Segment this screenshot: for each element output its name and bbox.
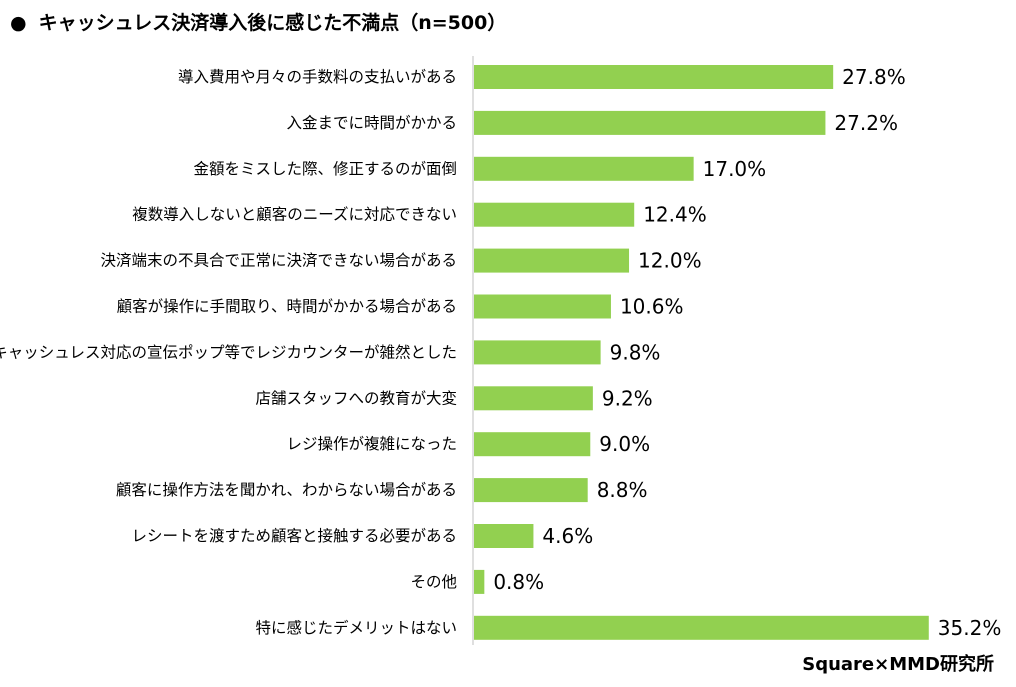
data-label: 10.6%: [620, 295, 684, 319]
bar: [474, 386, 593, 411]
title-bullet: ●: [10, 12, 27, 34]
bar: [474, 478, 588, 503]
data-label: 12.4%: [643, 203, 707, 227]
category-label: 顧客に操作方法を聞かれ、わからない場合がある: [116, 481, 457, 499]
data-label: 8.8%: [597, 478, 648, 502]
bar: [474, 432, 591, 457]
bar: [474, 615, 929, 640]
chart-title-text: キャッシュレス決済導入後に感じた不満点（n=500）: [38, 12, 507, 34]
data-label: 4.6%: [542, 524, 593, 548]
category-label: 顧客が操作に手間取り、時間がかかる場合がある: [117, 298, 457, 316]
data-label: 27.2%: [834, 111, 898, 135]
category-label: レジ操作が複雑になった: [286, 435, 457, 453]
category-label: キャッシュレス対応の宣伝ポップ等でレジカウンターが雑然とした: [0, 343, 457, 361]
data-label: 35.2%: [938, 616, 1002, 640]
data-label: 12.0%: [638, 249, 702, 273]
source-credit: Square×MMD研究所: [802, 654, 994, 675]
category-label: 特に感じたデメリットはない: [255, 618, 457, 637]
category-label: 入金までに時間がかかる: [286, 114, 457, 132]
category-label: 店舗スタッフへの教育が大変: [255, 389, 457, 407]
data-label: 27.8%: [842, 65, 906, 89]
data-label: 17.0%: [703, 157, 767, 181]
data-label: 0.8%: [493, 570, 544, 594]
category-label: 金額をミスした際、修正するのが面倒: [193, 160, 457, 178]
category-label: 決済端末の不具合で正常に決済できない場合がある: [100, 252, 457, 270]
bar: [474, 156, 694, 181]
bar: [474, 65, 834, 89]
data-label: 9.2%: [602, 386, 653, 410]
bar: [474, 202, 635, 227]
bar: [474, 569, 485, 594]
bar: [474, 340, 601, 365]
data-label: 9.8%: [610, 340, 661, 364]
data-label: 9.0%: [599, 432, 650, 456]
bar: [474, 248, 630, 273]
bar: [474, 110, 826, 135]
category-label: 導入費用や月々の手数料の支払いがある: [178, 68, 457, 86]
bar: [474, 294, 611, 319]
bar: [474, 524, 534, 548]
category-label: その他: [410, 573, 457, 591]
category-label: 複数導入しないと顧客のニーズに対応できない: [132, 206, 457, 224]
chart-title: ● キャッシュレス決済導入後に感じた不満点（n=500）: [10, 8, 506, 35]
category-label: レシートを渡すため顧客と接触する必要がある: [131, 527, 457, 545]
